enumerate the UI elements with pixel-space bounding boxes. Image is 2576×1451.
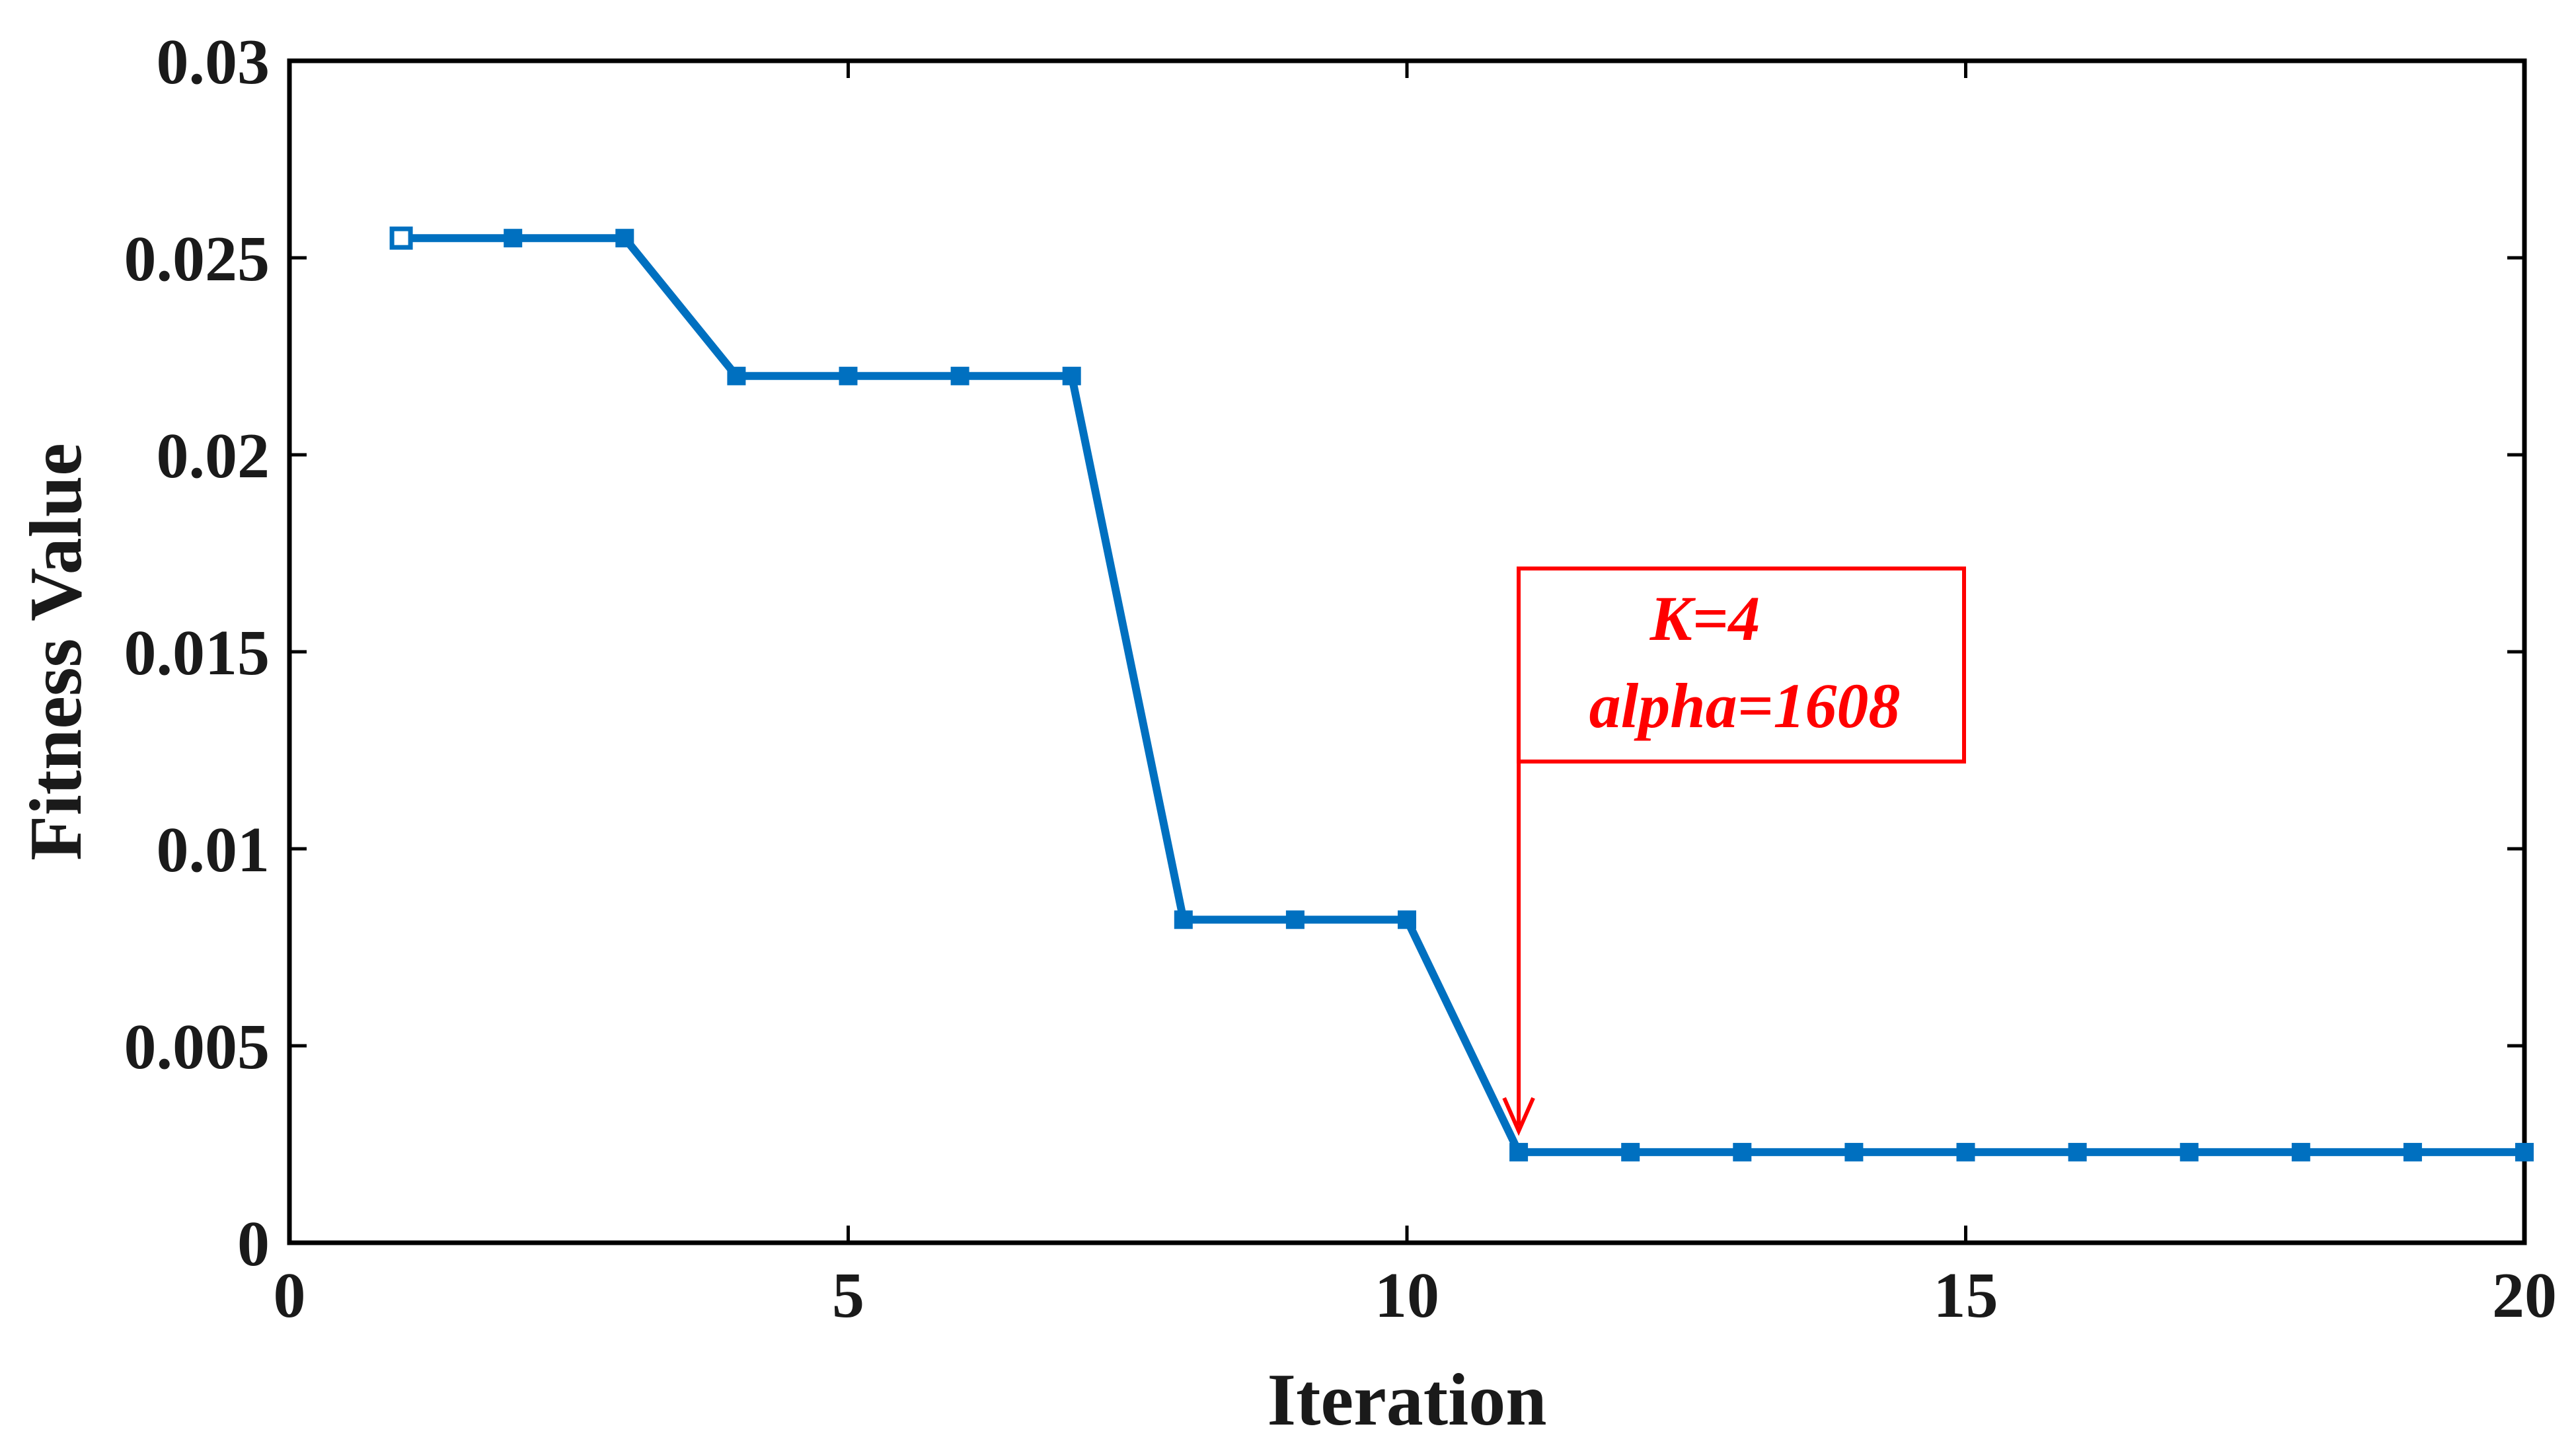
data-point-marker	[2515, 1142, 2534, 1161]
x-tick-label: 0	[274, 1260, 306, 1331]
data-point-marker	[950, 366, 969, 385]
data-point-marker	[727, 366, 746, 385]
data-point-marker	[389, 226, 413, 250]
data-point-marker	[1174, 910, 1193, 929]
data-point-marker	[615, 229, 634, 248]
data-point-marker	[2179, 1142, 2199, 1161]
y-tick-label: 0.005	[124, 1011, 270, 1083]
data-point-marker	[1956, 1142, 1975, 1161]
data-point-marker	[2068, 1142, 2087, 1161]
data-point-marker	[1285, 910, 1305, 929]
data-point-marker	[1844, 1142, 1864, 1161]
axes: 0 5 10 15 20 0 0.005 0.01 0.015 0.02 0.025 0.03	[124, 26, 2557, 1331]
y-tick-label: 0.015	[124, 617, 270, 689]
annotation-box	[1517, 567, 1966, 764]
y-tick-label: 0.025	[124, 223, 270, 295]
x-axis-title: Iteration	[1267, 1359, 1546, 1441]
y-tick-label: 0.01	[157, 814, 270, 886]
annotation-line-alpha: alpha=1608	[1589, 670, 1901, 741]
data-point-marker	[1509, 1142, 1529, 1161]
y-tick-label: 0.03	[157, 26, 270, 98]
annotation-arrow-head	[1502, 1097, 1535, 1136]
annotation: K=4 alpha=1608	[1502, 567, 1966, 1136]
data-point-marker	[1398, 910, 1416, 929]
data-point-marker	[1733, 1142, 1752, 1161]
series-line	[401, 234, 2524, 1156]
data-point-marker	[1062, 366, 1081, 385]
data-point-marker	[2403, 1142, 2422, 1161]
data-point-marker	[2291, 1142, 2310, 1161]
data-point-marker	[504, 229, 523, 248]
y-tick-label: 0.02	[157, 420, 270, 492]
annotation-line-k: K=4	[1649, 583, 1761, 654]
x-tick-label: 20	[2492, 1260, 2557, 1331]
data-point-marker	[1621, 1142, 1640, 1161]
y-axis-title: Fitness Value	[15, 443, 97, 861]
y-tick-label: 0	[237, 1208, 270, 1280]
data-point-marker	[839, 366, 858, 385]
x-tick-label: 15	[1934, 1260, 1998, 1331]
x-tick-label: 10	[1375, 1260, 1439, 1331]
x-tick-label: 5	[832, 1260, 864, 1331]
series-layer	[389, 226, 2534, 1161]
